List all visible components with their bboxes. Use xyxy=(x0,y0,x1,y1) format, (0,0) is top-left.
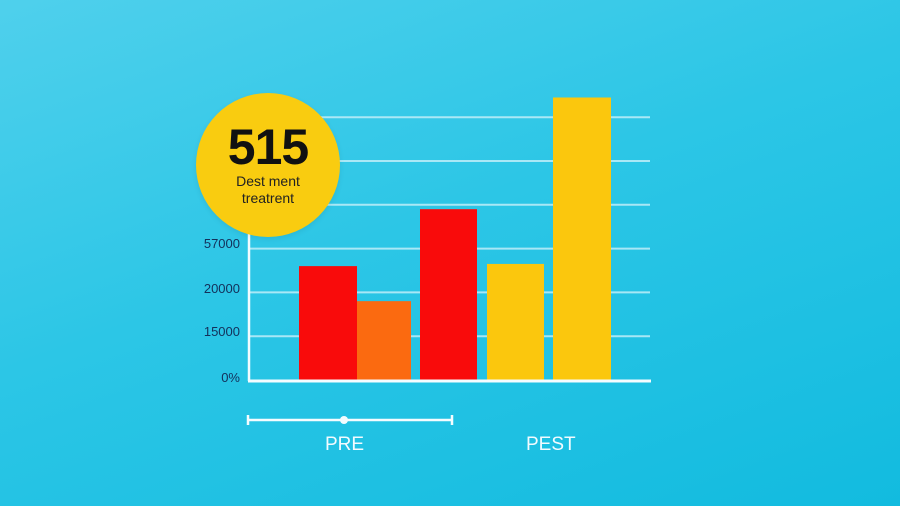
y-tick-label: 57000 xyxy=(203,236,240,251)
highlight-badge: 515 Dest ment treatrent xyxy=(196,93,340,237)
category-label-pre: PRE xyxy=(325,434,365,455)
range-indicator-dot xyxy=(340,416,348,424)
bar-pre xyxy=(357,301,411,380)
bar-pest xyxy=(487,263,544,380)
badge-label-line1: Dest ment xyxy=(236,173,300,189)
bar-pre xyxy=(420,209,477,380)
category-label-pest: PEST xyxy=(526,434,576,455)
bar-pre xyxy=(299,266,357,380)
badge-value: 515 xyxy=(227,119,309,175)
bar-pest xyxy=(553,97,611,381)
y-tick-label: 0% xyxy=(221,370,240,385)
y-tick-label: 15000 xyxy=(203,324,240,339)
y-tick-label: 20000 xyxy=(203,281,240,296)
badge-label-line2: treatrent xyxy=(241,190,295,206)
